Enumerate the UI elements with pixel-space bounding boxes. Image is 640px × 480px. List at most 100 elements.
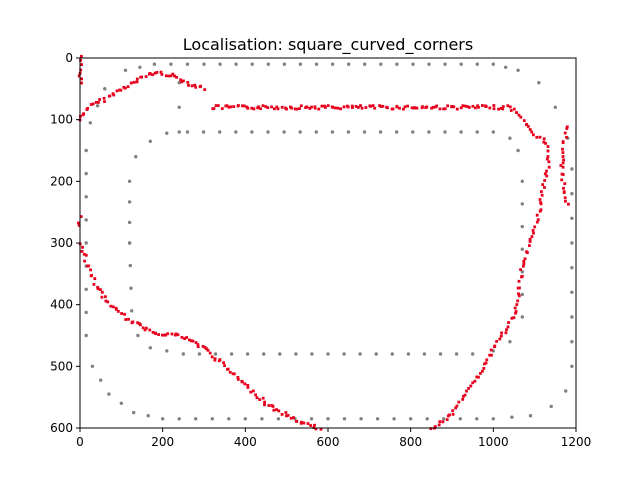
data-point bbox=[273, 107, 276, 111]
data-point bbox=[561, 151, 565, 154]
data-point bbox=[320, 104, 324, 108]
data-point bbox=[298, 62, 303, 66]
data-point bbox=[379, 105, 383, 108]
x-tick-label: 1200 bbox=[561, 435, 592, 449]
data-point bbox=[481, 369, 484, 373]
data-point bbox=[517, 292, 520, 296]
data-point bbox=[258, 398, 262, 401]
data-point bbox=[495, 340, 498, 343]
data-point bbox=[84, 310, 88, 315]
data-point bbox=[451, 409, 455, 413]
data-point bbox=[151, 73, 154, 77]
data-point bbox=[570, 340, 574, 344]
data-point bbox=[182, 79, 185, 83]
data-point bbox=[187, 84, 190, 87]
data-point bbox=[492, 104, 496, 107]
data-point bbox=[115, 89, 119, 93]
data-point bbox=[454, 406, 457, 410]
data-point bbox=[515, 111, 518, 114]
series-0 bbox=[84, 62, 574, 421]
data-point bbox=[80, 77, 83, 81]
data-point bbox=[442, 107, 446, 111]
data-point bbox=[276, 417, 281, 421]
data-point bbox=[177, 105, 181, 110]
data-point bbox=[165, 349, 169, 353]
data-point bbox=[546, 145, 550, 148]
data-point bbox=[465, 389, 468, 393]
data-point bbox=[299, 104, 303, 108]
data-point bbox=[229, 352, 234, 356]
x-tick-label: 1000 bbox=[478, 435, 509, 449]
data-point bbox=[462, 395, 465, 398]
data-point bbox=[530, 235, 534, 238]
data-point bbox=[411, 62, 415, 66]
data-point bbox=[516, 299, 520, 303]
data-point bbox=[525, 123, 529, 127]
data-point bbox=[80, 63, 83, 66]
data-point bbox=[438, 420, 442, 424]
data-point bbox=[228, 370, 232, 374]
data-point bbox=[127, 179, 132, 183]
data-point bbox=[86, 107, 89, 110]
data-point bbox=[535, 213, 539, 217]
data-point bbox=[115, 308, 118, 311]
data-point bbox=[305, 105, 309, 109]
data-point bbox=[429, 427, 433, 430]
data-point bbox=[314, 130, 318, 134]
data-point bbox=[427, 130, 431, 134]
data-point bbox=[213, 358, 217, 362]
data-point bbox=[191, 339, 195, 343]
data-point bbox=[490, 353, 493, 357]
data-point bbox=[541, 183, 545, 186]
data-point bbox=[84, 148, 88, 153]
data-point bbox=[466, 105, 469, 108]
data-point bbox=[275, 105, 279, 109]
data-point bbox=[342, 417, 347, 421]
data-point bbox=[314, 62, 319, 66]
data-point bbox=[561, 147, 564, 151]
data-point bbox=[276, 107, 280, 111]
data-point bbox=[354, 105, 358, 108]
data-point bbox=[223, 364, 226, 367]
data-point bbox=[213, 357, 217, 361]
data-point bbox=[165, 131, 169, 135]
data-point bbox=[176, 333, 180, 337]
data-point bbox=[562, 158, 565, 162]
data-point bbox=[350, 104, 354, 108]
data-point bbox=[120, 312, 123, 315]
data-point bbox=[451, 412, 455, 416]
data-point bbox=[155, 71, 159, 74]
data-point bbox=[202, 62, 206, 66]
series-1 bbox=[77, 54, 570, 431]
data-point bbox=[250, 106, 254, 110]
data-point bbox=[270, 105, 273, 109]
data-point bbox=[491, 62, 495, 66]
data-point bbox=[519, 268, 522, 271]
data-point bbox=[148, 328, 152, 332]
data-point bbox=[275, 408, 278, 411]
data-point bbox=[267, 404, 271, 407]
data-point bbox=[427, 62, 431, 66]
data-point bbox=[477, 375, 480, 379]
data-point bbox=[471, 104, 475, 108]
data-point bbox=[536, 218, 540, 222]
data-point bbox=[131, 320, 135, 324]
data-point bbox=[226, 368, 229, 371]
data-point bbox=[100, 290, 104, 294]
data-point bbox=[403, 105, 407, 109]
data-point bbox=[542, 140, 546, 144]
data-point bbox=[123, 68, 128, 73]
data-point bbox=[243, 417, 247, 421]
data-point bbox=[84, 195, 88, 199]
data-point bbox=[96, 287, 100, 291]
data-point bbox=[234, 62, 238, 66]
data-point bbox=[208, 351, 212, 355]
data-point bbox=[488, 106, 492, 110]
data-point bbox=[461, 398, 465, 401]
data-point bbox=[484, 361, 488, 365]
data-point bbox=[528, 244, 531, 247]
data-point bbox=[443, 130, 447, 134]
data-point bbox=[210, 355, 214, 359]
data-point bbox=[459, 130, 463, 134]
data-point bbox=[103, 100, 106, 103]
